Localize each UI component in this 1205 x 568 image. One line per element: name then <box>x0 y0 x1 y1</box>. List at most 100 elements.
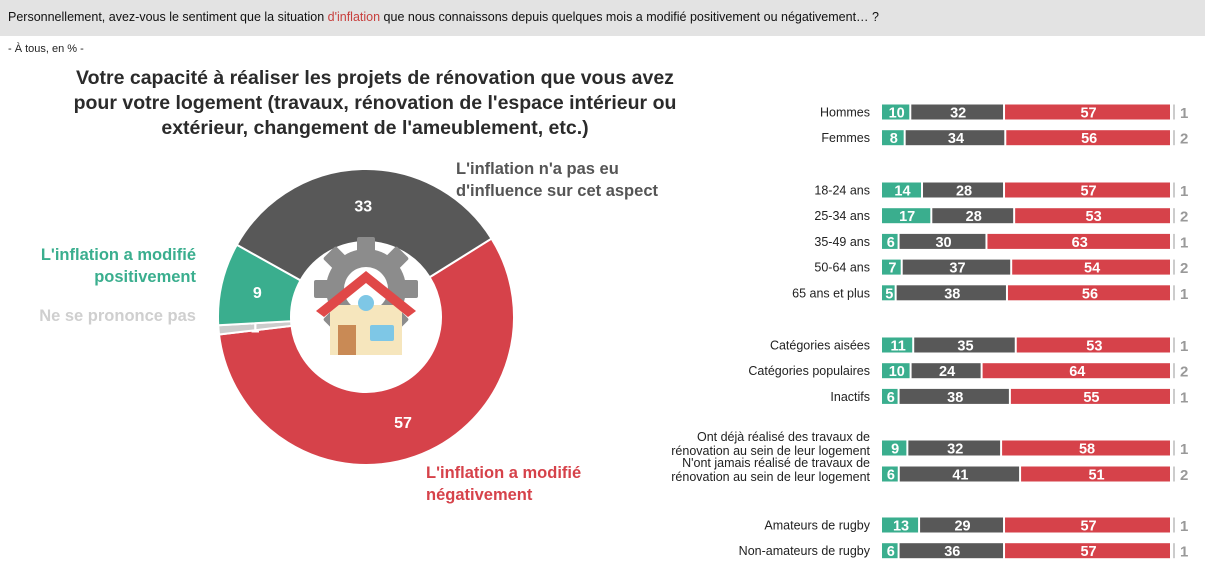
bar-row: 25-34 ans 17 28 53 2 <box>814 208 1188 226</box>
bar-value-negative: 63 <box>1072 235 1088 251</box>
bar-segment-positive <box>882 182 922 198</box>
bar-value-npp: 1 <box>1180 518 1188 535</box>
bar-row: 35-49 ans 6 30 63 1 <box>814 233 1188 251</box>
bar-segment-negative <box>1005 182 1170 198</box>
bar-value-npp: 2 <box>1180 131 1188 148</box>
bar-value-npp: 1 <box>1180 544 1188 561</box>
bar-row: Amateurs de rugby 13 29 57 1 <box>764 517 1188 535</box>
bar-segment-positive <box>882 233 898 249</box>
row-label: 65 ans et plus <box>792 286 870 300</box>
question-highlight: d'inflation <box>327 10 381 24</box>
bar-segment-negative <box>1010 388 1170 404</box>
bar-segment-positive <box>882 104 910 120</box>
bar-segment-neutral <box>896 285 1006 301</box>
bar-segment-positive <box>882 440 907 456</box>
bar-row: Non-amateurs de rugby 6 36 57 1 <box>739 543 1188 561</box>
donut-slice-neutral <box>235 168 493 282</box>
bar-value-positive: 6 <box>887 468 895 484</box>
bar-segment-neutral <box>899 233 986 249</box>
bar-value-positive: 10 <box>889 364 905 380</box>
donut-chart: 57 1 9 33 <box>217 168 515 466</box>
label-no-opinion: Ne se prononce pas <box>39 307 196 325</box>
bar-value-positive: 9 <box>891 442 899 458</box>
bar-value-negative: 57 <box>1080 544 1096 560</box>
bar-segment-negative <box>1006 130 1170 146</box>
label-negative: L'inflation a modifié négativement <box>426 464 582 504</box>
row-label: 25-34 ans <box>814 209 870 223</box>
row-label: rénovation au sein de leur logement <box>671 444 870 458</box>
bar-value-neutral: 32 <box>947 442 963 458</box>
row-label: Hommes <box>820 106 870 120</box>
bar-segment-negative <box>1016 337 1170 353</box>
bar-segment-negative <box>1012 259 1170 275</box>
bar-segment-positive <box>882 543 898 559</box>
bar-segment-neutral <box>905 130 1005 146</box>
row-label: Amateurs de rugby <box>764 519 870 533</box>
bar-segment-npp <box>1173 517 1175 533</box>
bar-value-npp: 1 <box>1180 183 1188 200</box>
row-label: Femmes <box>821 131 870 145</box>
bar-value-negative: 54 <box>1084 261 1100 277</box>
bar-value-positive: 7 <box>888 261 896 277</box>
bar-segment-negative <box>1002 440 1170 456</box>
bar-value-npp: 2 <box>1180 467 1188 484</box>
bar-segment-positive <box>882 337 913 353</box>
bar-segment-neutral <box>899 466 1020 482</box>
bar-segment-neutral <box>923 182 1004 198</box>
bar-segment-npp <box>1173 388 1175 404</box>
row-label: Catégories populaires <box>748 364 870 378</box>
bar-segment-neutral <box>902 259 1011 275</box>
bar-segment-positive <box>882 285 895 301</box>
bar-value-npp: 2 <box>1180 260 1188 277</box>
basis-note: - À tous, en % - <box>8 43 84 55</box>
bar-value-neutral: 24 <box>939 364 955 380</box>
bar-segment-positive <box>882 466 898 482</box>
bar-value-neutral: 35 <box>957 339 973 355</box>
bar-value-positive: 6 <box>887 235 895 251</box>
bar-segment-neutral <box>914 337 1015 353</box>
bar-row: Hommes 10 32 57 1 <box>820 104 1188 122</box>
bar-value-positive: 6 <box>887 544 895 560</box>
row-label: 18-24 ans <box>814 184 870 198</box>
bar-value-neutral: 32 <box>950 106 966 122</box>
bar-value-negative: 57 <box>1080 184 1096 200</box>
row-label: Inactifs <box>830 390 870 404</box>
bar-row: 65 ans et plus 5 38 56 1 <box>792 285 1188 303</box>
bar-segment-neutral <box>908 440 1001 456</box>
bar-segment-npp <box>1173 543 1175 559</box>
bar-segment-npp <box>1173 208 1175 224</box>
bar-value-npp: 2 <box>1180 364 1188 381</box>
bar-value-npp: 1 <box>1180 105 1188 122</box>
donut-value-npp: 1 <box>250 320 259 337</box>
bar-value-neutral: 41 <box>952 468 968 484</box>
row-label: Ont déjà réalisé des travaux de <box>697 430 870 444</box>
bar-value-positive: 6 <box>887 390 895 406</box>
bar-value-npp: 1 <box>1180 389 1188 406</box>
bar-segment-negative <box>1005 517 1170 533</box>
bar-value-negative: 51 <box>1088 468 1104 484</box>
bar-value-negative: 53 <box>1086 209 1102 225</box>
bar-value-positive: 5 <box>885 286 893 302</box>
bar-value-positive: 11 <box>890 339 905 355</box>
bar-row: Inactifs 6 38 55 1 <box>830 388 1188 406</box>
row-label: rénovation au sein de leur logement <box>671 470 870 484</box>
bar-value-negative: 58 <box>1079 442 1095 458</box>
bar-row: Catégories aisées 11 35 53 1 <box>770 337 1188 355</box>
label-no-influence: L'inflation n'a pas eu d'influence sur c… <box>456 160 658 200</box>
bar-value-neutral: 28 <box>966 209 982 225</box>
bar-value-neutral: 30 <box>935 235 951 251</box>
bar-value-neutral: 29 <box>954 519 970 535</box>
question-text-start: Personnellement, avez-vous le sentiment … <box>8 10 328 24</box>
bar-value-neutral: 28 <box>956 184 972 200</box>
bar-value-neutral: 37 <box>949 261 965 277</box>
bar-segment-npp <box>1173 233 1175 249</box>
bar-row: Femmes 8 34 56 2 <box>821 130 1188 148</box>
bar-segment-npp <box>1173 466 1175 482</box>
bar-segment-positive <box>882 208 931 224</box>
bar-segment-neutral <box>911 363 981 379</box>
bar-value-negative: 56 <box>1082 286 1098 302</box>
bar-value-neutral: 38 <box>944 286 960 302</box>
bar-segment-positive <box>882 130 904 146</box>
bar-value-positive: 13 <box>893 519 909 535</box>
bar-value-negative: 55 <box>1083 390 1099 406</box>
